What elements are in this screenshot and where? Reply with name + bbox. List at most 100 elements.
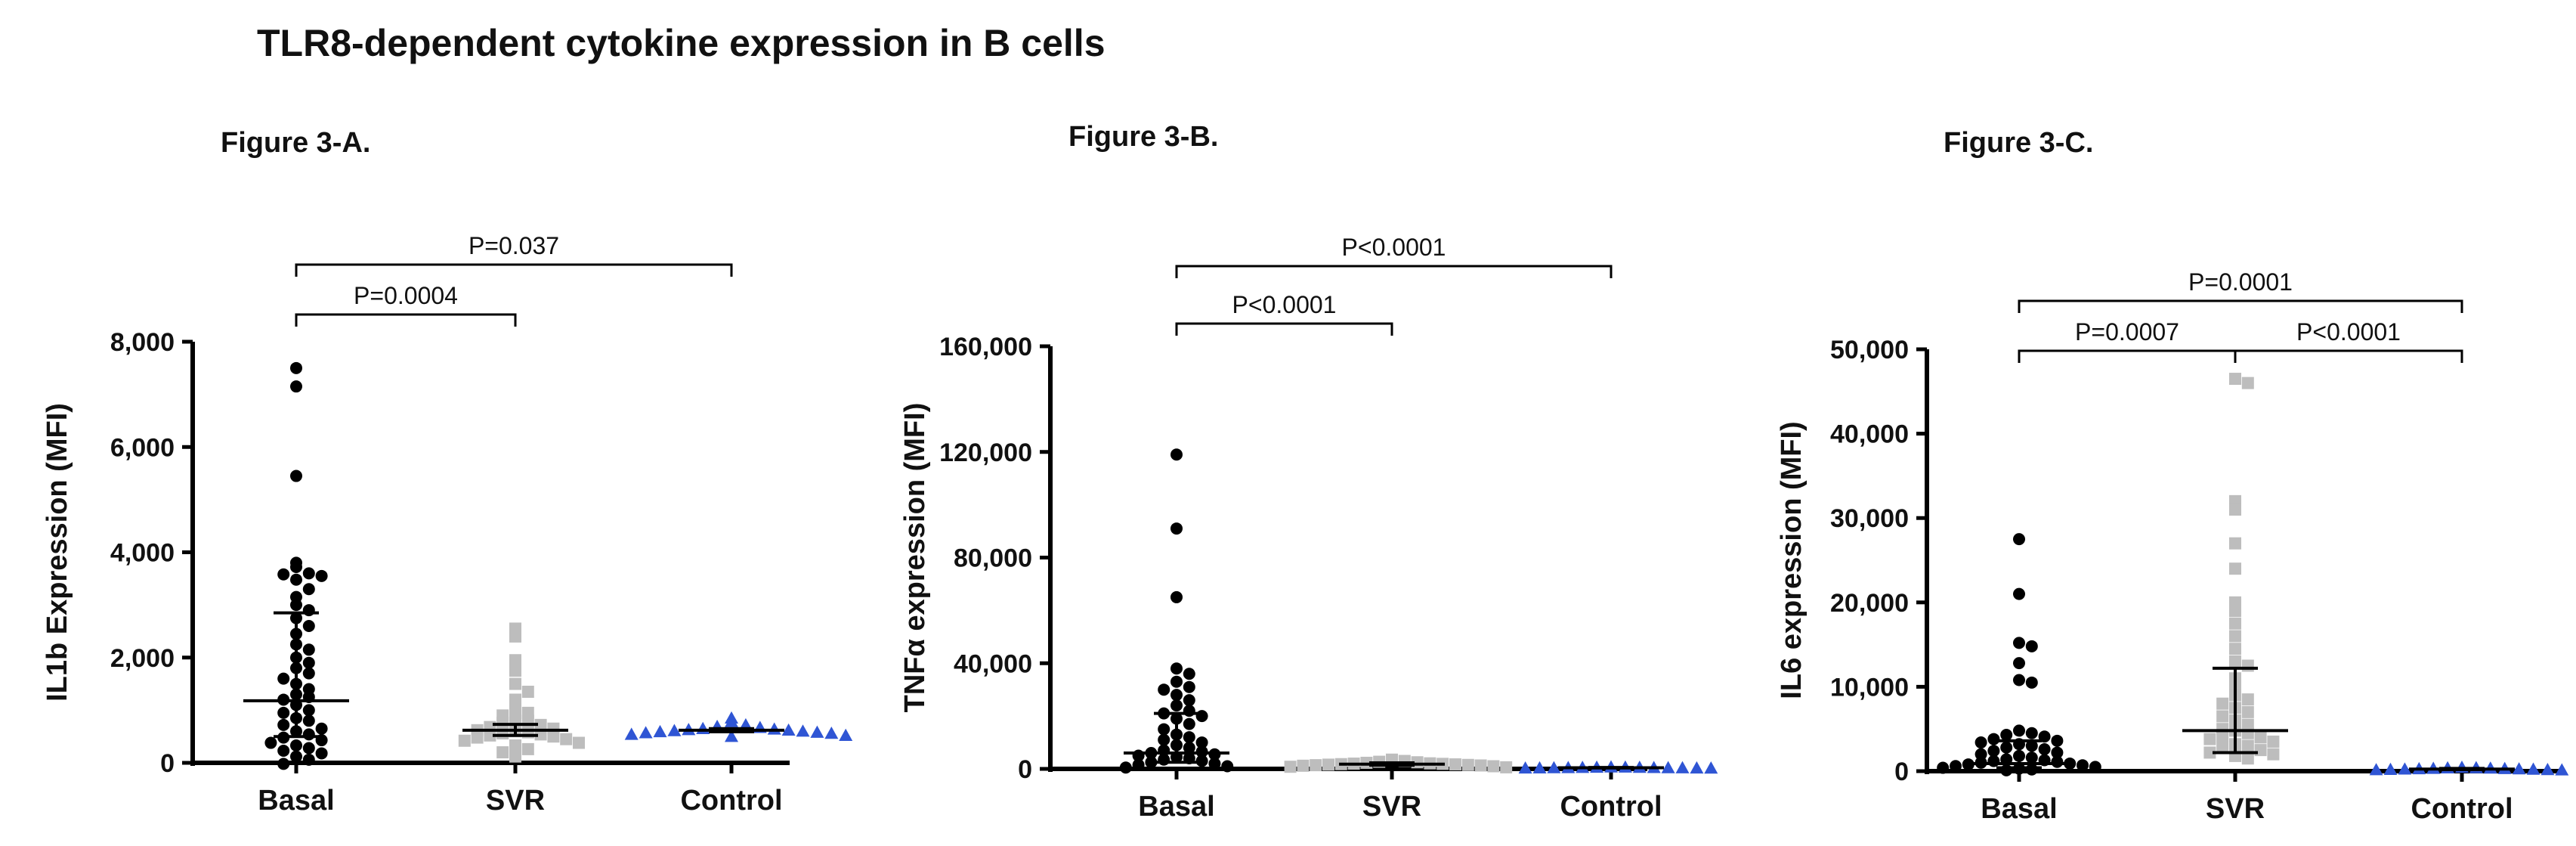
significance-bracket bbox=[2234, 349, 2463, 363]
data-point-basal bbox=[1183, 717, 1195, 730]
data-point-svr bbox=[547, 730, 560, 743]
data-point-svr bbox=[2203, 733, 2216, 745]
data-point-basal bbox=[290, 380, 302, 393]
data-point-basal bbox=[2051, 755, 2064, 768]
data-point-basal bbox=[1119, 761, 1132, 774]
chart-panel-a: 0 2,000 4,000 6,000 8,000 IL1b Expression (MF… bbox=[42, 232, 853, 817]
data-point-control bbox=[2540, 762, 2555, 776]
chart-panel-c: 0 10,000 20,000 30,000 40,000 50,000 IL6 expre… bbox=[1776, 268, 2569, 825]
data-point-control bbox=[1547, 761, 1561, 773]
data-point-svr bbox=[2229, 655, 2241, 668]
y-tick-label: 6,000 bbox=[110, 433, 175, 462]
data-point-svr bbox=[2229, 537, 2241, 550]
panel-title-c: Figure 3-C. bbox=[1944, 127, 2094, 159]
data-point-basal bbox=[2013, 637, 2025, 649]
data-point-svr bbox=[2229, 630, 2241, 643]
data-point-svr bbox=[2241, 659, 2254, 672]
data-point-svr bbox=[2241, 752, 2254, 765]
data-point-control bbox=[2383, 762, 2398, 775]
data-point-basal bbox=[1975, 736, 1987, 749]
data-point-svr bbox=[2267, 735, 2280, 748]
data-point-basal bbox=[2089, 761, 2101, 773]
data-point-basal bbox=[1170, 675, 1183, 688]
data-point-basal bbox=[2025, 751, 2038, 764]
data-point-basal bbox=[315, 569, 328, 582]
data-point-svr bbox=[560, 733, 573, 745]
y-tick-label: 10,000 bbox=[1830, 673, 1909, 702]
data-point-basal bbox=[290, 573, 302, 586]
data-point-basal bbox=[1183, 680, 1195, 693]
data-point-svr bbox=[2229, 604, 2241, 617]
data-point-basal bbox=[1195, 710, 1208, 723]
data-point-svr bbox=[458, 734, 471, 747]
data-point-basal bbox=[1170, 662, 1183, 675]
data-point-svr bbox=[1461, 758, 1474, 771]
y-tick-label: 2,000 bbox=[110, 644, 175, 673]
data-point-control bbox=[1532, 761, 1547, 773]
data-point-basal bbox=[1132, 758, 1145, 771]
data-point-svr bbox=[509, 739, 521, 752]
data-point-basal bbox=[2013, 587, 2025, 600]
data-point-svr bbox=[509, 665, 521, 677]
data-point-basal bbox=[2025, 763, 2038, 776]
data-point-basal bbox=[2013, 674, 2025, 686]
data-point-control bbox=[1518, 761, 1532, 774]
x-tick-label-svr: SVR bbox=[1362, 791, 1421, 823]
data-point-control bbox=[810, 725, 824, 738]
data-point-basal bbox=[277, 706, 290, 719]
data-point-svr bbox=[2241, 739, 2254, 752]
data-point-basal bbox=[302, 619, 315, 632]
data-point-basal bbox=[302, 728, 315, 741]
data-point-basal bbox=[1158, 733, 1170, 746]
data-point-basal bbox=[1937, 761, 1950, 774]
x-tick-label-control: Control bbox=[680, 785, 782, 817]
data-point-basal bbox=[1987, 755, 2000, 767]
significance-bracket bbox=[2018, 349, 2237, 363]
data-point-basal bbox=[315, 747, 328, 760]
data-point-basal bbox=[302, 753, 315, 766]
data-point-control bbox=[1704, 761, 1718, 774]
y-tick-label: 0 bbox=[1894, 758, 1909, 786]
data-point-basal bbox=[315, 722, 328, 735]
data-point-svr bbox=[509, 750, 521, 763]
significance-bracket bbox=[1175, 265, 1613, 278]
chart-panel-b: 0 40,000 80,000 120,000 160,000 TNFα expressi… bbox=[899, 234, 1718, 823]
x-tick-label-svr: SVR bbox=[2206, 793, 2265, 825]
data-point-svr bbox=[2216, 741, 2229, 754]
y-tick-label: 80,000 bbox=[954, 544, 1032, 573]
p-value-label: P=0.0004 bbox=[354, 282, 458, 309]
data-point-basal bbox=[1987, 745, 2000, 758]
significance-bracket bbox=[2018, 299, 2463, 313]
data-point-basal bbox=[2025, 739, 2038, 752]
x-tick-label-control: Control bbox=[2411, 793, 2513, 825]
data-point-svr bbox=[521, 686, 534, 699]
data-point-svr bbox=[1284, 761, 1297, 773]
data-point-svr bbox=[2254, 744, 2267, 757]
data-point-svr bbox=[1322, 758, 1334, 771]
data-point-basal bbox=[302, 742, 315, 755]
data-point-basal bbox=[277, 568, 290, 581]
y-tick-label: 40,000 bbox=[954, 649, 1032, 678]
data-point-basal bbox=[290, 750, 302, 763]
data-point-control bbox=[2369, 763, 2383, 776]
data-point-svr bbox=[1500, 761, 1513, 773]
data-point-svr bbox=[2241, 693, 2254, 706]
data-point-basal bbox=[1950, 760, 1962, 773]
data-point-basal bbox=[2000, 764, 2013, 776]
data-point-svr bbox=[2241, 377, 2254, 389]
data-point-control bbox=[653, 724, 667, 738]
data-point-svr bbox=[2229, 617, 2241, 630]
data-point-svr bbox=[2241, 727, 2254, 739]
data-point-basal bbox=[1183, 742, 1195, 755]
data-point-basal bbox=[2038, 742, 2051, 755]
data-point-control bbox=[2512, 762, 2526, 775]
y-tick-label: 50,000 bbox=[1830, 336, 1909, 364]
data-point-control bbox=[781, 723, 796, 736]
p-value-label: P=0.037 bbox=[469, 232, 559, 259]
data-point-svr bbox=[521, 742, 534, 755]
data-point-control bbox=[639, 726, 653, 739]
data-point-svr bbox=[509, 711, 521, 724]
y-tick-label: 0 bbox=[160, 749, 175, 778]
data-point-svr bbox=[509, 677, 521, 690]
data-point-basal bbox=[1170, 699, 1183, 712]
